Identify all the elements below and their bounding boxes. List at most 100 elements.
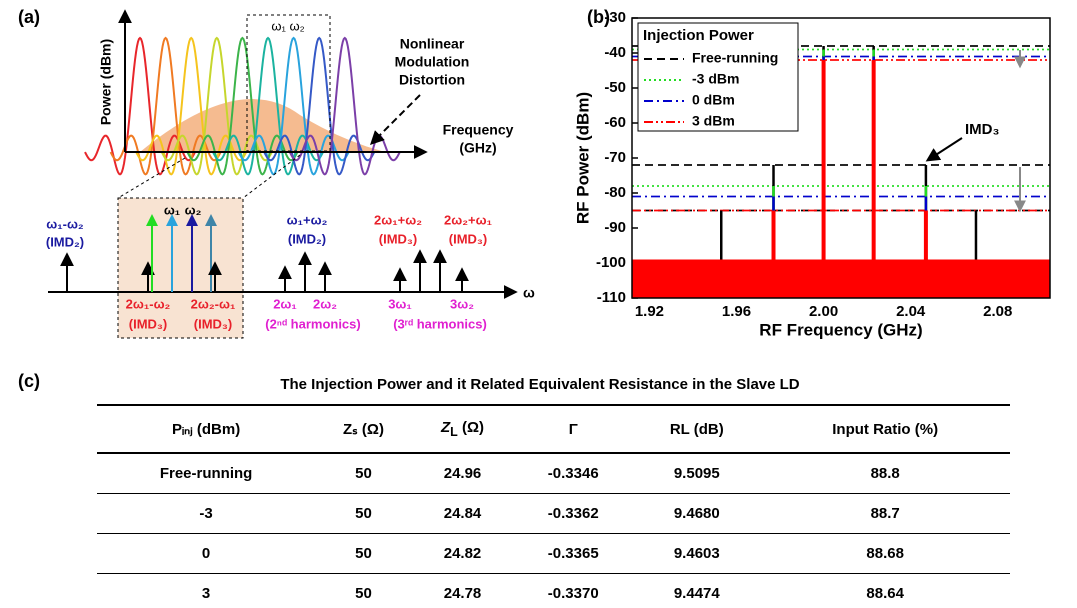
axis-label: Frequency [443, 122, 514, 138]
panel-label: (c) [18, 371, 40, 391]
tone-label: (IMD₃) [194, 316, 233, 331]
zoom-line [117, 157, 186, 199]
table-row: Free-running 50 24.96 -0.3346 9.5095 88.8 [97, 453, 1010, 494]
y-tick-label: -90 [604, 219, 626, 236]
y-tick-label: -40 [604, 44, 626, 61]
table-cell: Free-running [97, 453, 316, 494]
x-tick-label: 2.00 [809, 303, 838, 320]
tone-arrow-head [186, 214, 198, 226]
table-cell: 88.64 [760, 573, 1010, 608]
panel-label: (a) [18, 7, 40, 27]
sinc-curve [109, 36, 222, 176]
y-tick-label: -60 [604, 114, 626, 131]
header-text: Z [441, 419, 451, 436]
tone-label: (3ʳᵈ harmonics) [393, 316, 487, 331]
table-cell: 24.96 [411, 453, 514, 494]
column-header: Pᵢₙⱼ (dBm) [97, 404, 316, 454]
header-sub: L [450, 425, 458, 439]
table-cell: 24.84 [411, 493, 514, 534]
annotation: Nonlinear [400, 36, 465, 52]
tone-label: 2ω₁ [273, 296, 297, 311]
y-tick-label: -70 [604, 149, 626, 166]
column-header: RL (dB) [633, 404, 761, 454]
y-tick-label: -100 [596, 254, 626, 271]
axis-label: ω [523, 285, 535, 301]
legend-label: -3 dBm [692, 71, 739, 87]
annotation: Distortion [399, 72, 465, 88]
box-label: ω₁ ω₂ [271, 18, 304, 33]
table-cell: 50 [315, 573, 412, 608]
table-cell: 88.68 [760, 533, 1010, 574]
table-cell: 88.8 [760, 453, 1010, 494]
y-tick-label: -80 [604, 184, 626, 201]
table-cell: 50 [315, 533, 412, 574]
table-row: 3 50 24.78 -0.3370 9.4474 88.64 [97, 573, 1010, 608]
table-cell: 0 [97, 533, 316, 574]
y-axis-label: RF Power (dBm) [573, 92, 592, 224]
x-tick-label: 2.08 [983, 303, 1012, 320]
tone-label: ω₂ [185, 202, 202, 217]
tone-arrow-head [146, 214, 158, 226]
tone-label: 2ω₁-ω₂ [126, 296, 171, 311]
sinc-curve [288, 36, 401, 176]
table-cell: 88.7 [760, 493, 1010, 534]
tones [60, 214, 469, 292]
table-row: -3 50 24.84 -0.3362 9.4680 88.7 [97, 493, 1010, 534]
table-cell: -0.3365 [513, 533, 634, 574]
zoom-box [246, 14, 331, 152]
column-header: ZL (Ω) [411, 404, 514, 454]
x-axis-label: RF Frequency (GHz) [759, 320, 922, 339]
tone-label: 2ω₂ [313, 296, 337, 311]
panel-label: (b) [587, 7, 610, 27]
plot-frame [631, 17, 1051, 299]
data-table: Pᵢₙⱼ (dBm) Zₛ (Ω) ZL (Ω) Γ RL (dB) Input Rati… [97, 404, 1010, 608]
axis-label: Power (dBm) [98, 39, 114, 125]
annotation: Modulation [395, 54, 470, 70]
y-tick-label: -30 [604, 9, 626, 26]
table-cell: -0.3362 [513, 493, 634, 534]
tone-label: (2ⁿᵈ harmonics) [265, 316, 360, 331]
x-tick-label: 1.96 [722, 303, 751, 320]
table-cell: 24.78 [411, 573, 514, 608]
table-cell: 9.5095 [633, 453, 761, 494]
sinc-curve [212, 36, 324, 176]
sinc-curve [263, 36, 376, 176]
table-cell: -0.3370 [513, 573, 634, 608]
table-cell: 50 [315, 453, 412, 494]
noise-floor [632, 259, 1050, 298]
tone-label: (IMD₃) [129, 316, 168, 331]
x-tick-label: 1.92 [635, 303, 664, 320]
tone-label: ω₁-ω₂ [46, 216, 84, 231]
tone-label: 3ω₂ [450, 296, 474, 311]
annotation-arrow [925, 137, 963, 162]
tone-label: (IMD₃) [449, 231, 488, 246]
axis-label: (GHz) [459, 140, 496, 156]
tone-label: (IMD₃) [379, 231, 418, 246]
spectrum-chart: -110 -100 -90 -80 -70 -60 -50 -40 -30 1.92 1.96 2.0… [573, 9, 1051, 339]
tone-label: 2ω₁+ω₂ [374, 212, 422, 227]
y-tick-label: -110 [597, 289, 626, 306]
tone-arrow-head [166, 214, 178, 226]
table-cell: -0.3346 [513, 453, 634, 494]
tone-labels: ω₁-ω₂ (IMD₂) ω₁ ω₂ ω₁+ω₂ (IMD₂) 2ω₁+ω₂ (… [46, 202, 492, 331]
table-cell: 24.82 [411, 533, 514, 574]
table-title: The Injection Power and it Related Equiv… [280, 376, 799, 393]
sinc-curve [186, 36, 299, 176]
tone-arrow-head [205, 214, 217, 226]
tone-label: 2ω₂-ω₁ [191, 296, 236, 311]
table-cell: 9.4680 [633, 493, 761, 534]
header-unit: (Ω) [461, 419, 485, 436]
zoom-region [117, 197, 244, 339]
legend-title: Injection Power [643, 27, 754, 44]
table-cell: 3 [97, 573, 316, 608]
column-header: Zₛ (Ω) [315, 404, 412, 454]
y-tick-label: -50 [604, 79, 626, 96]
annotation: IMD₃ [965, 121, 999, 138]
table-row: 0 50 24.82 -0.3365 9.4603 88.68 [97, 533, 1010, 574]
column-header: Γ [513, 404, 634, 454]
tone-label: 3ω₁ [388, 296, 412, 311]
table-cell: -3 [97, 493, 316, 534]
legend-label: 0 dBm [692, 92, 735, 108]
